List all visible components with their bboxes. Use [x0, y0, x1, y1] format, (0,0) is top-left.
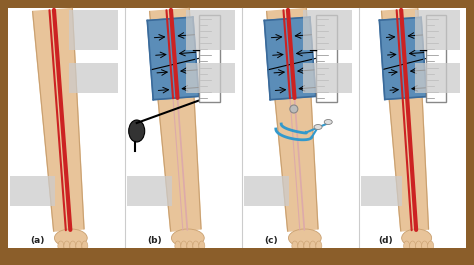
Bar [244, 176, 289, 206]
Bar [186, 10, 235, 50]
Ellipse shape [292, 241, 298, 251]
Ellipse shape [304, 241, 310, 251]
Ellipse shape [181, 241, 187, 251]
Ellipse shape [410, 241, 416, 251]
Bar [427, 15, 446, 102]
Bar [0, 248, 474, 265]
Ellipse shape [82, 241, 88, 251]
Ellipse shape [316, 241, 322, 251]
Bar [69, 10, 118, 50]
Ellipse shape [298, 241, 304, 251]
Text: (d): (d) [378, 236, 393, 245]
Ellipse shape [64, 241, 70, 251]
Polygon shape [33, 8, 84, 231]
Polygon shape [150, 8, 201, 231]
Ellipse shape [129, 120, 145, 142]
Text: (b): (b) [147, 236, 162, 245]
Text: (c): (c) [264, 236, 278, 245]
Bar [199, 15, 220, 102]
Bar [69, 63, 118, 93]
Ellipse shape [187, 241, 193, 251]
Polygon shape [264, 17, 316, 100]
Polygon shape [147, 17, 199, 100]
Bar [10, 176, 55, 206]
Ellipse shape [422, 241, 428, 251]
Ellipse shape [289, 229, 321, 247]
Bar [303, 63, 352, 93]
Bar [415, 10, 460, 50]
Ellipse shape [76, 241, 82, 251]
Ellipse shape [428, 241, 434, 251]
Ellipse shape [401, 229, 432, 247]
Ellipse shape [193, 241, 199, 251]
Polygon shape [266, 8, 318, 231]
Ellipse shape [175, 241, 181, 251]
Ellipse shape [172, 229, 204, 247]
Ellipse shape [416, 241, 422, 251]
Ellipse shape [70, 241, 76, 251]
Bar [316, 15, 337, 102]
Polygon shape [379, 17, 427, 99]
Ellipse shape [404, 241, 410, 251]
Ellipse shape [314, 125, 322, 130]
Ellipse shape [58, 241, 64, 251]
Polygon shape [382, 9, 428, 231]
Bar [415, 63, 460, 93]
Bar [128, 176, 172, 206]
Ellipse shape [55, 229, 87, 247]
Ellipse shape [310, 241, 316, 251]
Bar [361, 176, 402, 206]
Bar [186, 63, 235, 93]
Text: (a): (a) [30, 236, 45, 245]
Bar [303, 10, 352, 50]
Ellipse shape [199, 241, 205, 251]
Ellipse shape [324, 120, 332, 125]
Circle shape [290, 105, 298, 113]
